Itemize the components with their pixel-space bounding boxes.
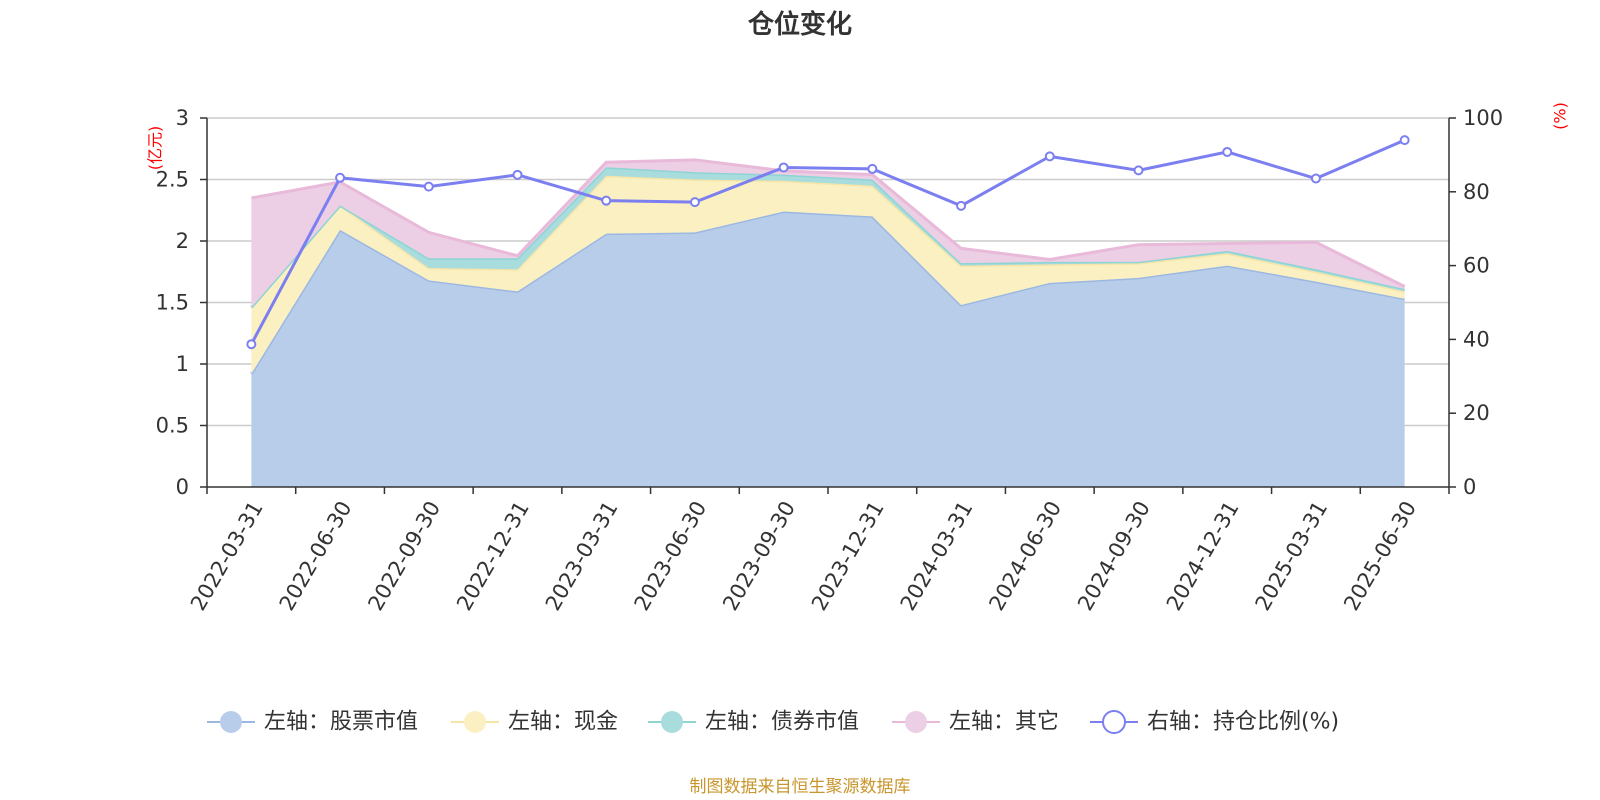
ratio-point [778,162,789,173]
left-axis-tick-label: 1.5 [156,291,189,315]
x-axis-category-label: 2022-06-30 [275,497,357,615]
legend-item-0[interactable]: 左轴：股票市值 [207,710,418,735]
legend-label: 左轴：其它 [949,710,1059,735]
ratio-point [512,169,523,180]
right-axis-tick-label: 0 [1463,475,1476,499]
right-axis-unit-label: (%) [1551,102,1570,130]
x-axis-category-label: 2023-09-30 [718,497,800,615]
legend-marker-icon [905,711,927,733]
ratio-line [250,138,1406,345]
x-axis-category-label: 2024-03-31 [896,497,978,615]
ratio-point [1133,165,1144,176]
legend-marker-icon [220,711,242,733]
x-axis-category-label: 2025-03-31 [1251,497,1333,615]
ratio-point [867,163,878,174]
ratio-point [246,339,257,350]
ratio-point [1222,146,1233,157]
area-series-1 [251,175,1405,374]
chart-title: 仓位变化 [747,9,852,40]
x-axis-category-label: 2022-03-31 [186,497,268,615]
legend[interactable]: 左轴：股票市值 左轴：现金 左轴：债券市值 左轴：其它 右轴：持仓比例(%) [207,710,1339,735]
ratio-point [1310,173,1321,184]
legend-label: 左轴：现金 [508,710,618,735]
left-axis-tick-label: 1 [176,352,189,376]
legend-label: 右轴：持仓比例(%) [1147,710,1339,735]
left-axis-tick-label: 0 [176,475,189,499]
right-axis-tick-label: 20 [1463,401,1490,425]
left-axis-tick-label: 2.5 [156,168,189,192]
ratio-point [689,197,700,208]
x-axis-category-label: 2023-12-31 [807,497,889,615]
x-axis-category-label: 2023-03-31 [541,497,623,615]
ratio-point [1044,151,1055,162]
legend-marker-icon [1102,710,1126,734]
x-axis-category-label: 2022-12-31 [452,497,534,615]
legend-marker-icon [661,711,683,733]
x-axis-category-label: 2024-06-30 [984,497,1066,615]
ratio-point [1399,135,1410,146]
ratio-point [423,181,434,192]
left-axis-tick-label: 2 [176,229,189,253]
ratio-point [956,200,967,211]
ratio-point [601,195,612,206]
x-axis-category-label: 2025-06-30 [1339,497,1421,615]
legend-item-3[interactable]: 左轴：其它 [892,710,1059,735]
x-axis-category-label: 2023-06-30 [630,497,712,615]
right-axis-tick-label: 100 [1463,106,1503,130]
legend-label: 左轴：债券市值 [705,710,859,735]
ratio-line-layer [246,135,1410,350]
right-axis-tick-label: 40 [1463,327,1490,351]
legend-item-2[interactable]: 左轴：债券市值 [648,710,859,735]
legend-label: 左轴：股票市值 [264,710,418,735]
legend-item-1[interactable]: 左轴：现金 [451,710,618,735]
ratio-point [335,172,346,183]
right-axis-tick-label: 80 [1463,180,1490,204]
right-axis-tick-label: 60 [1463,254,1490,278]
left-axis-tick-label: 3 [176,106,189,130]
left-axis-tick-label: 0.5 [156,414,189,438]
area-series-edge-3 [251,158,1406,288]
data-source-note: 制图数据来自恒生聚源数据库 [690,777,911,797]
x-axis-category-label: 2022-09-30 [363,497,445,615]
x-axis-category-label: 2024-09-30 [1073,497,1155,615]
stacked-area-layer [250,158,1406,488]
legend-marker-icon [464,711,486,733]
legend-item-4[interactable]: 右轴：持仓比例(%) [1090,710,1339,735]
x-axis-category-label: 2024-12-31 [1162,497,1244,615]
left-axis-unit-label: (亿元) [146,126,165,171]
